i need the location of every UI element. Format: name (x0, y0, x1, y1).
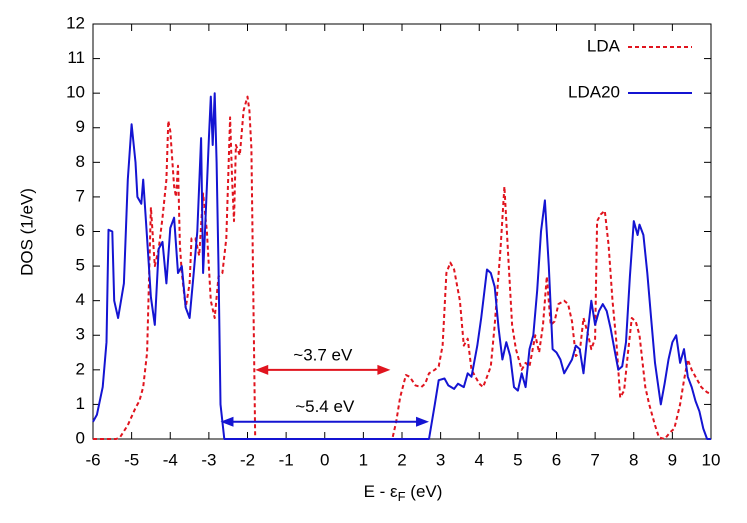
x-tick-label: 2 (397, 450, 406, 469)
x-tick-label: -6 (85, 450, 100, 469)
x-tick-label: -4 (163, 450, 178, 469)
legend-label: LDA20 (568, 82, 620, 101)
x-tick-label: 0 (320, 450, 329, 469)
x-tick-label: 7 (590, 450, 599, 469)
y-tick-label: 8 (76, 152, 85, 171)
y-tick-label: 2 (76, 359, 85, 378)
x-tick-label: 5 (513, 450, 522, 469)
y-tick-label: 12 (66, 13, 85, 32)
legend-label: LDA (587, 36, 621, 55)
series-line (92, 92, 711, 440)
y-tick-label: 5 (76, 256, 85, 275)
arrow-head (416, 416, 430, 427)
y-tick-label: 7 (76, 186, 85, 205)
annotation-text: ~3.7 eV (293, 345, 353, 364)
x-tick-label: -3 (201, 450, 216, 469)
x-label-subscript: F (398, 489, 406, 504)
y-tick-label: 10 (66, 83, 85, 102)
arrow-head (255, 364, 269, 375)
arrow-head (220, 416, 234, 427)
y-tick-label: 9 (76, 117, 85, 136)
x-tick-label: -5 (124, 450, 139, 469)
x-label-unit: (eV) (406, 482, 443, 501)
x-tick-label: 8 (629, 450, 638, 469)
x-tick-label: 10 (702, 450, 721, 469)
y-tick-label: 1 (76, 394, 85, 413)
y-tick-label: 11 (67, 48, 85, 67)
annotation-text: ~5.4 eV (295, 397, 355, 416)
x-tick-label: 1 (359, 450, 368, 469)
x-tick-label: 9 (668, 450, 677, 469)
x-tick-label: 6 (552, 450, 561, 469)
y-axis-label: DOS (1/eV) (17, 188, 36, 276)
x-axis-label: E - εF (eV) (364, 482, 443, 504)
series-line (93, 95, 712, 440)
arrow-head (377, 364, 391, 375)
x-tick-label: 3 (436, 450, 445, 469)
x-tick-label: 4 (475, 450, 484, 469)
y-tick-label: 6 (76, 221, 85, 240)
y-tick-label: 0 (76, 428, 85, 447)
y-tick-label: 4 (76, 290, 85, 309)
x-tick-label: -2 (240, 450, 255, 469)
x-tick-label: -1 (279, 450, 294, 469)
y-tick-label: 3 (76, 325, 85, 344)
x-label-main: E - ε (364, 482, 398, 501)
